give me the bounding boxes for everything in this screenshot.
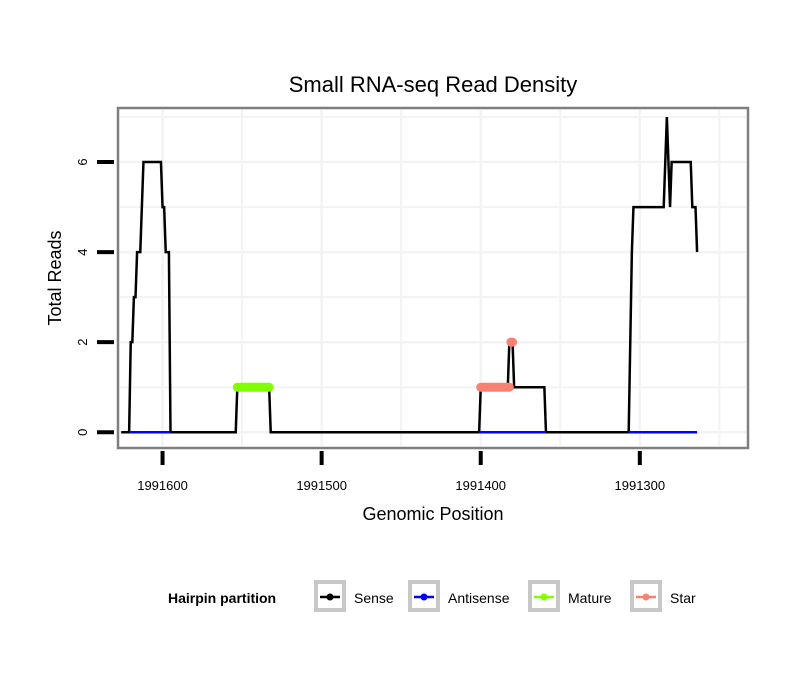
y-tick-label: 0: [75, 429, 90, 436]
series-layer: [121, 116, 699, 434]
legend-key-point: [420, 593, 428, 601]
series-star: [476, 337, 518, 392]
legend-item-mature: Mature: [528, 580, 612, 612]
legend-key-point: [540, 593, 548, 601]
legend-label: Sense: [354, 590, 394, 606]
y-axis-title: Total Reads: [45, 230, 65, 325]
y-tick-label: 2: [75, 339, 90, 346]
x-tick-label: 1991300: [615, 478, 666, 493]
legend-label: Antisense: [448, 590, 510, 606]
plot-border: [116, 106, 750, 450]
series-sense: [121, 116, 699, 434]
y-tick-label: 4: [75, 248, 90, 255]
legend-title: Hairpin partition: [168, 590, 276, 606]
plot-area: [116, 106, 750, 450]
legend-key-point: [642, 593, 650, 601]
chart-title: Small RNA-seq Read Density: [289, 72, 578, 97]
x-tick-label: 1991600: [137, 478, 188, 493]
legend: Hairpin partition Sense Antisense Mature St…: [168, 580, 696, 612]
legend-label: Mature: [568, 590, 612, 606]
x-axis: 1991600 1991500 1991400 1991300: [137, 451, 665, 493]
legend-item-star: Star: [630, 580, 696, 612]
y-tick-label: 6: [75, 158, 90, 165]
legend-label: Star: [670, 590, 696, 606]
x-tick-label: 1991500: [296, 478, 347, 493]
legend-item-sense: Sense: [314, 580, 394, 612]
legend-item-antisense: Antisense: [408, 580, 510, 612]
x-tick-label: 1991400: [455, 478, 506, 493]
x-axis-title: Genomic Position: [362, 504, 503, 524]
sense-line: [121, 116, 699, 434]
legend-key-point: [326, 593, 334, 601]
y-axis: 0 2 4 6: [75, 158, 114, 436]
